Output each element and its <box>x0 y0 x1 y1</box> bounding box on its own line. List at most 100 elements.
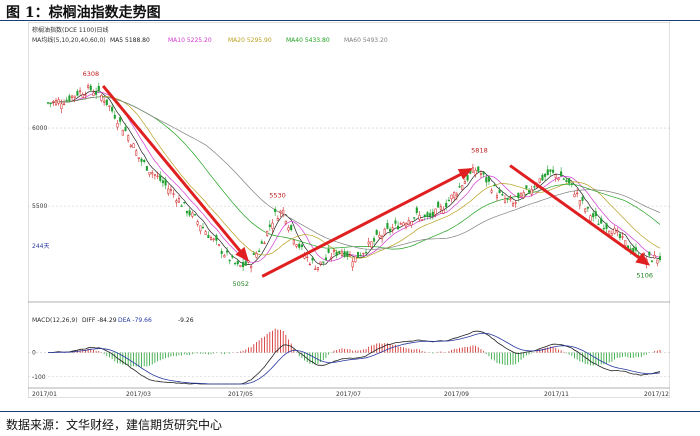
candle-body <box>541 174 544 181</box>
candle-body <box>511 203 515 207</box>
ma20-label: MA20 5295.90 <box>228 37 272 44</box>
candle-body <box>220 250 223 254</box>
candle-body <box>509 198 512 201</box>
candle-body <box>503 198 507 203</box>
candle-body <box>514 202 517 204</box>
ma-line <box>48 90 660 266</box>
x-tick-2017-01: 2017/01 <box>32 391 57 398</box>
candle-body <box>71 95 74 98</box>
candle-body <box>370 241 373 248</box>
candle-body <box>364 251 368 254</box>
candle-body <box>584 208 587 213</box>
annotation-low-5052: 5052 <box>233 280 250 288</box>
candle-body <box>351 261 354 268</box>
candle-body <box>653 255 656 259</box>
x-tick-2017-11: 2017/11 <box>544 391 569 398</box>
candle-body <box>234 262 237 265</box>
trend-arrow-shaft <box>101 84 249 261</box>
candle-body <box>343 251 346 257</box>
candle-body <box>183 201 186 204</box>
candle-body <box>159 175 162 181</box>
candle-body <box>386 223 389 229</box>
candle-body <box>311 257 314 261</box>
candle-body <box>378 234 381 238</box>
candle-body <box>568 178 571 184</box>
candle-body <box>140 158 143 162</box>
candle-body <box>322 261 325 263</box>
candle-body <box>324 257 327 261</box>
candle-body <box>372 238 376 242</box>
candle-body <box>164 179 167 186</box>
x-tick-2017-03: 2017/03 <box>126 391 151 398</box>
candle-body <box>79 90 82 93</box>
trend-arrow-head <box>457 168 473 180</box>
candle-body <box>81 94 84 98</box>
x-tick-2017-07: 2017/07 <box>336 391 361 398</box>
macd-diff-label: DIFF -84.29 <box>82 317 117 324</box>
candle-body <box>367 241 370 245</box>
ma10-label: MA10 5225.20 <box>168 37 212 44</box>
ma-lines <box>48 90 661 266</box>
candle-body <box>167 188 170 194</box>
candle-body <box>421 219 424 221</box>
candle-body <box>359 254 362 257</box>
trend-arrow-shaft <box>261 168 471 278</box>
price-y-tick-6000: 6000 <box>32 125 47 132</box>
candle-body <box>410 221 413 226</box>
candle-body <box>354 256 357 263</box>
candle-body <box>501 194 504 196</box>
candle-body <box>60 103 63 110</box>
candle-body <box>148 171 151 175</box>
candle-body <box>199 225 202 232</box>
macd-line <box>48 332 661 385</box>
candle-body <box>589 215 592 222</box>
candle-body <box>600 218 603 224</box>
ma-title: MA均线(5,10,20,40,60,0) <box>32 36 106 44</box>
candle-body <box>570 183 573 185</box>
candle-body <box>482 171 485 175</box>
candle-body <box>522 192 525 198</box>
ma40-label: MA40 5433.80 <box>286 37 330 44</box>
candle-body <box>397 225 400 230</box>
candle-body <box>450 194 453 199</box>
x-tick-2017-09: 2017/09 <box>444 391 469 398</box>
candle-body <box>506 198 509 200</box>
macd-title: MACD(12,26,9) <box>32 317 78 324</box>
macd-y-tick-minus-100: -100 <box>32 374 46 381</box>
candle-body <box>188 210 191 216</box>
ma60-label: MA60 5493.20 <box>344 37 388 44</box>
candle-body <box>327 249 330 253</box>
candle-body <box>375 229 378 235</box>
candle-body <box>525 185 528 189</box>
ma-line <box>48 96 661 250</box>
candle-body <box>605 223 608 229</box>
candle-body <box>560 171 563 177</box>
candle-body <box>193 214 197 216</box>
candle-body <box>177 198 181 203</box>
candle-body <box>389 228 392 232</box>
candle-body <box>405 223 408 228</box>
candle-body <box>185 211 189 214</box>
candle-body <box>319 261 322 265</box>
candle-body <box>498 189 501 194</box>
candle-body <box>533 186 536 188</box>
candle-body <box>602 227 605 230</box>
candle-body <box>276 218 279 221</box>
candle-body <box>613 228 616 234</box>
candle-body <box>116 123 119 128</box>
candle-body <box>282 209 285 215</box>
candle-body <box>255 253 258 258</box>
candle-body <box>621 236 624 238</box>
candle-body <box>439 206 442 210</box>
candle-body <box>544 173 547 177</box>
candle-body <box>642 253 646 255</box>
candle-body <box>423 214 426 217</box>
candle-body <box>258 250 261 252</box>
candle-body <box>658 256 662 261</box>
candle-body <box>260 241 263 244</box>
candle-body <box>105 99 108 105</box>
candle-body <box>573 193 576 198</box>
trend-arrow-head <box>235 246 249 262</box>
annotation-low-5106: 5106 <box>636 272 653 280</box>
candle-body <box>268 224 271 227</box>
